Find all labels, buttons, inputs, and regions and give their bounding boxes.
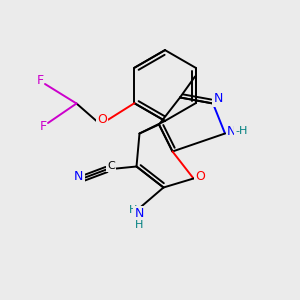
Text: O: O <box>97 112 107 126</box>
Text: F: F <box>37 74 44 87</box>
Text: N: N <box>135 207 144 220</box>
Text: -H: -H <box>235 126 248 136</box>
Text: N: N <box>214 92 223 106</box>
Text: C: C <box>107 161 115 171</box>
Text: N: N <box>74 169 84 183</box>
Text: O: O <box>195 170 205 184</box>
Text: H: H <box>129 205 138 215</box>
Text: F: F <box>40 120 47 133</box>
Text: H: H <box>135 220 144 230</box>
Text: N: N <box>227 124 236 138</box>
